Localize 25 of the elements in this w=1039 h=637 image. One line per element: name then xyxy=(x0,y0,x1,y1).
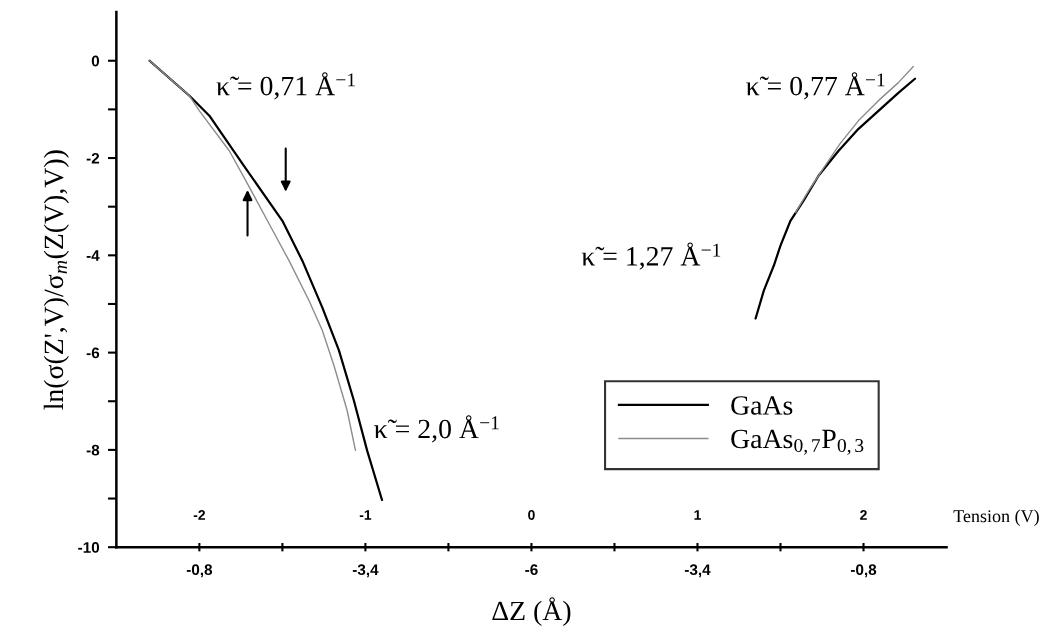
text: -6 xyxy=(525,564,538,576)
y-tick-label: -10 xyxy=(78,542,100,553)
text: -0,8 xyxy=(186,564,213,578)
x-tick-label: -2 xyxy=(193,510,205,520)
annotation: κ̃ = 1,27 Å$^{−1}$ xyxy=(581,242,721,270)
legend-label: GaAs$_{0,7}$P$_{0,3}$ xyxy=(731,429,864,455)
text: -3,4 xyxy=(684,564,711,578)
y-tick-label: 0 xyxy=(91,55,100,67)
x-tick-label: -1 xyxy=(359,510,372,520)
text: -3,4 xyxy=(352,564,379,578)
text: ΔZ (Å) xyxy=(492,597,571,626)
text: -0,8 xyxy=(850,564,877,578)
y-tick-label: -2 xyxy=(86,152,100,164)
legend-label: GaAs xyxy=(731,396,793,415)
x-tick-label: 1 xyxy=(694,510,701,520)
annotation: κ̃ = 2,0 Å$^{−1}$ xyxy=(374,415,499,443)
y-tick-label: -8 xyxy=(86,444,100,456)
y-axis-title: ln(σ(Z',V)/σ$_{m}$(Z(V),V)) xyxy=(43,150,69,410)
x-tick-label: 0 xyxy=(528,510,535,520)
x-axis-title: Tension (V) xyxy=(953,509,1039,526)
annotation: κ̃ = 0,77 Å$^{−1}$ xyxy=(746,72,885,100)
x-tick-label: 2 xyxy=(860,510,867,520)
y-tick-label: -6 xyxy=(86,347,100,359)
y-tick-label: -4 xyxy=(86,250,100,261)
annotation: κ̃ = 0,71 Å$^{−1}$ xyxy=(216,72,355,100)
